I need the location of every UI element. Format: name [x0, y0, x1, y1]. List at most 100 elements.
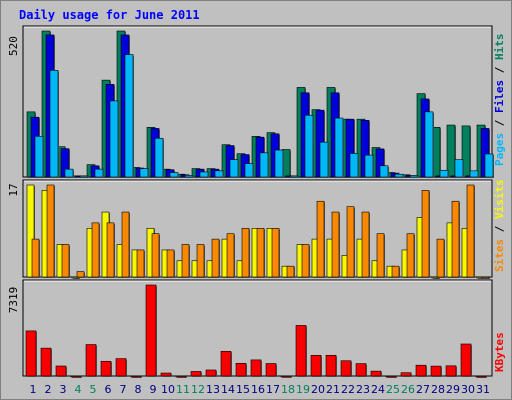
bar-kbytes-day-20 [310, 354, 322, 377]
bar-kbytes-day-5 [85, 344, 97, 377]
bar-sites-day-1 [31, 238, 40, 278]
x-label-day-19: 19 [296, 383, 310, 396]
x-label-day-23: 23 [356, 383, 370, 396]
bar-pages-day-21 [334, 117, 344, 178]
bar-kbytes-day-31-shadow [477, 377, 487, 378]
bar-kbytes-day-11 [175, 375, 187, 378]
bar-kbytes-day-19 [295, 325, 307, 377]
bar-kbytes-day-18 [280, 375, 292, 378]
bar-kbytes-day-22 [340, 360, 352, 377]
bar-sites-day-24 [376, 233, 385, 278]
bar-sites-day-30 [466, 184, 475, 278]
x-label-day-30: 30 [461, 383, 475, 396]
bar-kbytes-day-6 [100, 360, 112, 377]
bar-pages-day-7 [124, 54, 134, 178]
bar-kbytes-day-3 [55, 365, 67, 377]
bar-pages-day-8 [139, 168, 149, 178]
bar-sites-day-26 [406, 233, 415, 278]
bar-sites-day-9 [151, 233, 160, 278]
x-label-day-26: 26 [401, 383, 415, 396]
x-label-day-12: 12 [191, 383, 205, 396]
bar-sites-day-21 [331, 211, 340, 278]
bar-sites-day-15 [241, 227, 250, 278]
bar-sites-day-20 [316, 200, 325, 278]
x-label-day-17: 17 [266, 383, 280, 396]
panel1-legend-files: Files [493, 80, 506, 113]
bar-sites-day-13 [211, 238, 220, 278]
bar-kbytes-day-4 [70, 375, 82, 378]
bar-kbytes-day-16 [250, 359, 262, 377]
bar-pages-day-3 [64, 168, 74, 178]
bar-pages-day-12 [199, 171, 209, 178]
bar-sites-day-29 [451, 200, 460, 278]
x-label-day-21: 21 [326, 383, 340, 396]
x-label-day-27: 27 [416, 383, 430, 396]
x-label-day-7: 7 [120, 383, 127, 396]
bar-kbytes-day-31 [475, 375, 487, 378]
bar-kbytes-day-21 [325, 354, 337, 377]
bar-pages-day-1 [34, 135, 44, 178]
bar-sites-day-31 [481, 276, 490, 279]
bar-pages-day-19 [304, 114, 314, 178]
x-label-day-29: 29 [446, 383, 460, 396]
bar-pages-day-28 [439, 169, 449, 178]
x-label-day-3: 3 [60, 383, 67, 396]
bar-kbytes-day-8 [130, 375, 142, 378]
bar-sites-day-3 [61, 244, 70, 278]
x-label-day-2: 2 [45, 383, 52, 396]
x-label-day-10: 10 [161, 383, 175, 396]
panel3-legend-kbytes: KBytes [493, 332, 506, 372]
bar-pages-day-26 [409, 175, 419, 178]
bar-sites-day-2 [46, 184, 55, 278]
x-label-day-18: 18 [281, 383, 295, 396]
bar-kbytes-day-14 [220, 350, 232, 377]
bar-pages-day-10 [169, 172, 179, 178]
bar-pages-day-22 [349, 153, 359, 178]
x-label-day-1: 1 [30, 383, 37, 396]
bar-pages-day-18 [289, 175, 299, 178]
bar-sites-day-11 [181, 244, 190, 278]
x-label-day-22: 22 [341, 383, 355, 396]
bar-sites-day-27 [421, 190, 430, 278]
bar-sites-day-5 [91, 222, 100, 278]
bar-pages-day-31 [484, 153, 494, 178]
bar-kbytes-day-15 [235, 362, 247, 377]
x-label-day-13: 13 [206, 383, 220, 396]
bar-pages-day-2 [49, 70, 59, 178]
bar-pages-day-9 [154, 137, 164, 178]
bar-sites-day-28 [436, 238, 445, 278]
bar-kbytes-day-13 [205, 369, 217, 377]
x-label-day-20: 20 [311, 383, 325, 396]
x-label-day-15: 15 [236, 383, 250, 396]
bar-visits-day-31-shadow [478, 278, 485, 279]
x-label-day-16: 16 [251, 383, 265, 396]
y-max-label-panel1: 520 [7, 36, 20, 56]
bar-pages-day-15 [244, 163, 254, 178]
x-label-day-31: 31 [476, 383, 490, 396]
x-label-day-8: 8 [135, 383, 142, 396]
bar-sites-day-6 [106, 222, 115, 278]
bar-pages-day-4 [79, 175, 89, 178]
bar-pages-day-5 [94, 168, 104, 178]
bar-pages-day-23 [364, 154, 374, 178]
bar-visits-day-4-shadow [73, 278, 80, 279]
bar-pages-day-20 [319, 141, 329, 178]
bar-kbytes-day-1 [25, 330, 37, 377]
x-label-day-9: 9 [150, 383, 157, 396]
bar-kbytes-day-11-shadow [177, 377, 187, 378]
bar-pages-day-4-shadow [81, 176, 89, 178]
bar-sites-day-31-shadow [483, 278, 490, 279]
bar-kbytes-day-29 [445, 365, 457, 377]
bar-kbytes-day-4-shadow [72, 377, 82, 378]
y-max-label-panel2: 17 [7, 183, 20, 196]
panel1-legend-hits: Hits [493, 34, 506, 61]
chart-title: Daily usage for June 2011 [19, 8, 200, 22]
bar-kbytes-day-2 [40, 347, 52, 377]
bar-sites-day-17 [271, 227, 280, 278]
bar-pages-day-25 [394, 173, 404, 178]
x-label-day-6: 6 [105, 383, 112, 396]
bar-kbytes-day-27 [415, 364, 427, 377]
panel1-legend-separator: / [493, 60, 506, 80]
bar-kbytes-day-26 [400, 372, 412, 377]
bar-kbytes-day-23 [355, 363, 367, 377]
